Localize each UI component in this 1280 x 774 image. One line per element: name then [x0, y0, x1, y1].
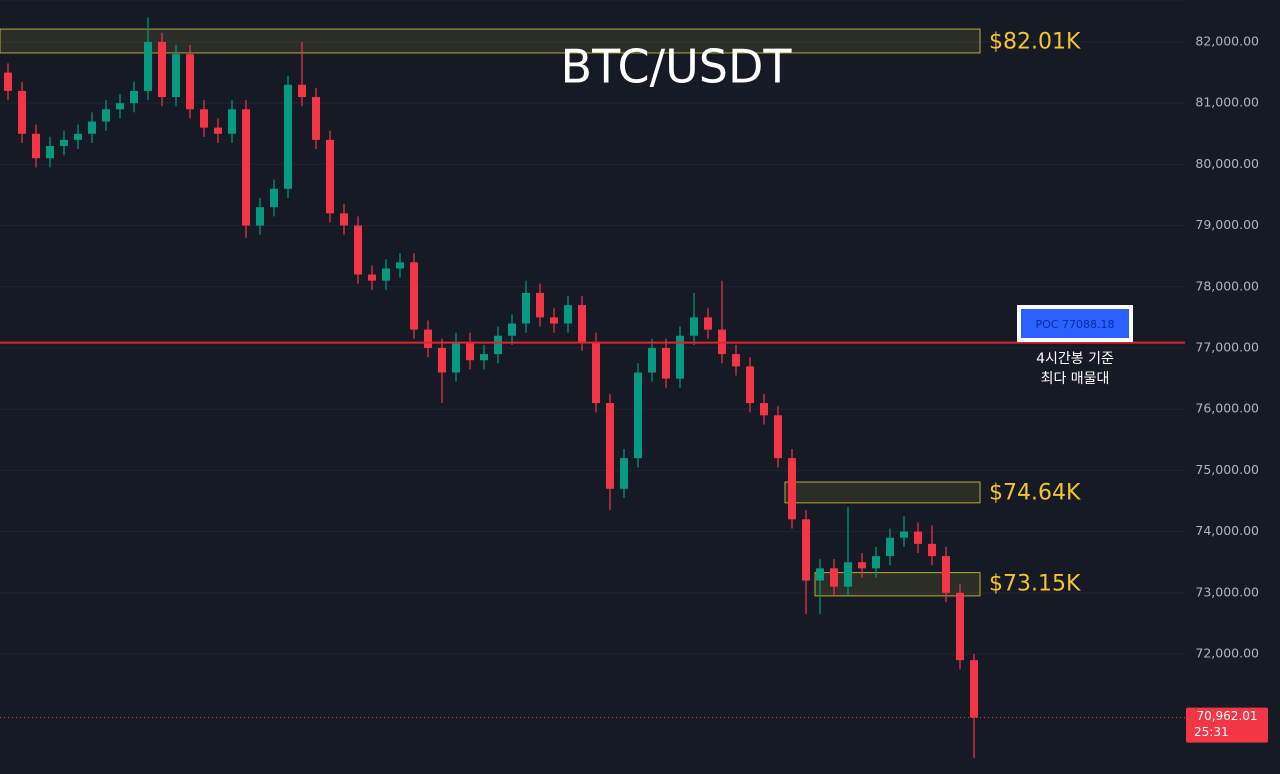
candle-body — [270, 188, 278, 208]
candle-body — [592, 341, 600, 404]
candle-body — [634, 372, 642, 459]
candle-body — [130, 90, 138, 104]
candle-body — [200, 109, 208, 128]
candle-body — [256, 207, 264, 226]
candle-body — [774, 415, 782, 459]
y-tick-label: 78,000.00 — [1195, 278, 1259, 293]
candle-body — [676, 335, 684, 379]
candle-body — [844, 562, 852, 587]
candle-body — [522, 292, 530, 324]
candle-body — [732, 354, 740, 367]
y-tick-label: 77,000.00 — [1195, 339, 1259, 354]
level-zone — [814, 572, 981, 597]
poc-note: 4시간봉 기준 — [1036, 351, 1114, 367]
poc-label: POC 77088.18 — [1036, 318, 1115, 331]
candle-body — [802, 519, 810, 581]
candle-body — [550, 317, 558, 324]
candle-body — [46, 145, 54, 159]
candle-body — [704, 317, 712, 330]
countdown-label: 25:31 — [1194, 725, 1229, 739]
candle-body — [928, 543, 936, 557]
candle-body — [298, 84, 306, 98]
candle-body — [620, 458, 628, 489]
level-zone — [0, 28, 981, 54]
candle-body — [88, 121, 96, 134]
candle-body — [760, 403, 768, 416]
last-price-label: 70,962.01 — [1196, 709, 1257, 723]
candle-body — [872, 556, 880, 569]
candle-body — [340, 213, 348, 226]
candle-body — [494, 335, 502, 355]
candle-body — [354, 225, 362, 275]
poc-box — [1017, 305, 1133, 342]
candle-body — [564, 305, 572, 324]
candle-body — [18, 90, 26, 134]
last-price-tag — [1186, 707, 1268, 743]
candle-body — [396, 262, 404, 269]
candle-body — [746, 366, 754, 404]
candle-body — [116, 103, 124, 110]
y-tick-label: 72,000.00 — [1195, 646, 1259, 661]
candle-body — [74, 133, 82, 140]
level-label: $82.01K — [989, 29, 1081, 54]
candle-body — [60, 139, 68, 146]
candle-body — [424, 329, 432, 348]
candle-body — [326, 139, 334, 214]
candle-body — [368, 274, 376, 281]
y-tick-label: 82,000.00 — [1195, 33, 1259, 48]
y-tick-label: 76,000.00 — [1195, 401, 1259, 416]
candle-body — [900, 531, 908, 538]
y-tick-label: 80,000.00 — [1195, 156, 1259, 171]
candle-body — [508, 323, 516, 336]
candle-body — [648, 347, 656, 373]
level-label: $73.15K — [989, 572, 1081, 597]
candle-body — [858, 562, 866, 569]
candle-body — [144, 41, 152, 91]
candle-body — [4, 72, 12, 91]
candle-body — [410, 262, 418, 330]
candle-body — [788, 458, 796, 520]
candle-body — [186, 54, 194, 110]
candle-body — [914, 531, 922, 544]
level-label: $74.64K — [989, 480, 1081, 505]
poc-note: 최다 매물대 — [1041, 371, 1110, 387]
y-tick-label: 75,000.00 — [1195, 462, 1259, 477]
y-tick-label: 73,000.00 — [1195, 584, 1259, 599]
candle-body — [242, 109, 250, 226]
candle-body — [438, 347, 446, 373]
candle-body — [172, 54, 180, 98]
y-tick-label: 81,000.00 — [1195, 95, 1259, 110]
y-tick-label: 79,000.00 — [1195, 217, 1259, 232]
candle-body — [382, 268, 390, 281]
candle-body — [956, 592, 964, 661]
candle-body — [466, 341, 474, 361]
candle-body — [886, 537, 894, 557]
candle-body — [690, 317, 698, 336]
candle-body — [816, 568, 824, 581]
candle-body — [284, 84, 292, 189]
candle-body — [578, 305, 586, 342]
candle-body — [228, 109, 236, 134]
candle-body — [606, 403, 614, 489]
chart-title: BTC/USDT — [561, 40, 793, 94]
candle-body — [102, 109, 110, 122]
candle-body — [662, 347, 670, 379]
candle-body — [942, 556, 950, 593]
candle-body — [214, 127, 222, 134]
candle-body — [158, 41, 166, 98]
candle-body — [830, 568, 838, 587]
candle-body — [452, 341, 460, 373]
candle-body — [312, 97, 320, 140]
level-zone — [784, 481, 981, 504]
y-tick-label: 74,000.00 — [1195, 523, 1259, 538]
candle-body — [536, 292, 544, 318]
candle-body — [32, 133, 40, 159]
candle-body — [480, 354, 488, 361]
candle-body — [970, 660, 978, 718]
